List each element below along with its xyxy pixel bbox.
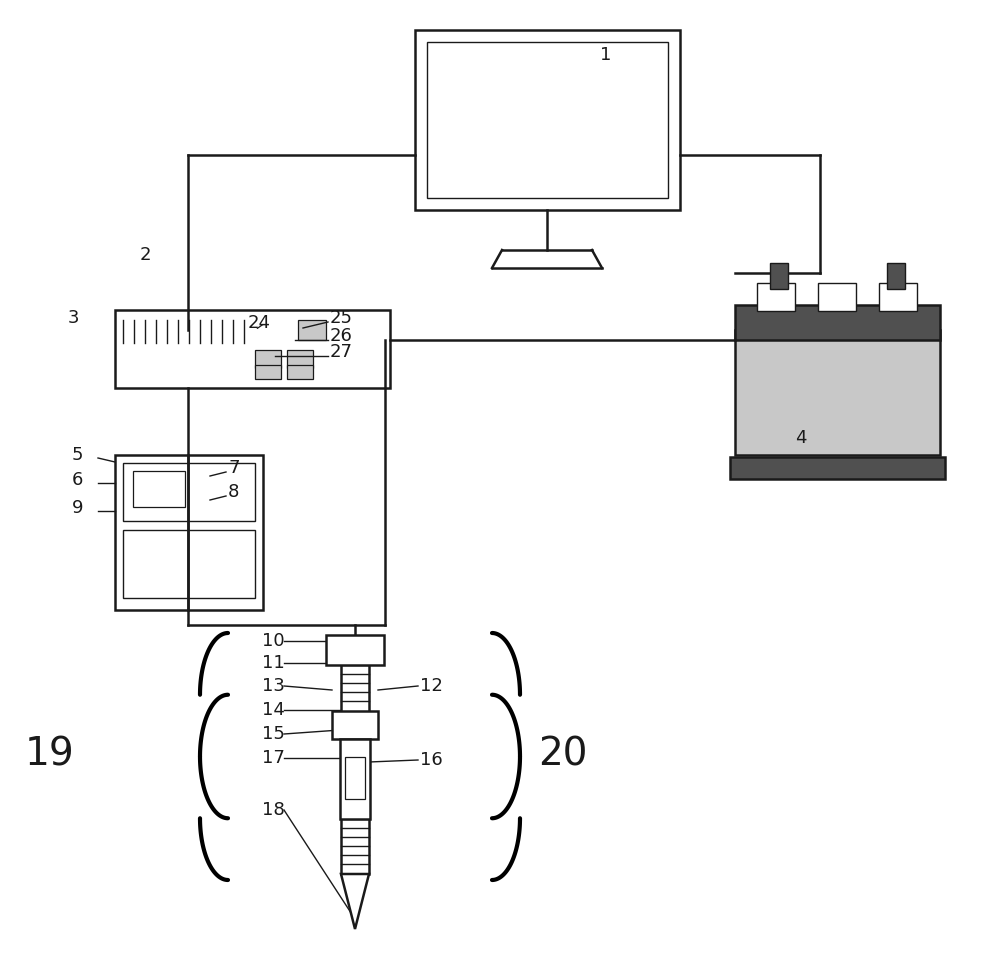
Bar: [255, 350, 281, 368]
Bar: [115, 455, 263, 610]
Text: 27: 27: [330, 343, 353, 361]
Bar: [255, 365, 281, 379]
Text: 5: 5: [72, 446, 84, 464]
Bar: [287, 350, 313, 368]
Bar: [332, 711, 378, 739]
Bar: [735, 330, 940, 455]
Text: 7: 7: [228, 459, 240, 477]
Text: 8: 8: [228, 483, 239, 501]
Text: 13: 13: [262, 677, 285, 695]
Bar: [730, 457, 945, 479]
Text: 25: 25: [330, 309, 353, 327]
Bar: [879, 283, 917, 311]
Text: 4: 4: [795, 429, 806, 447]
Bar: [427, 42, 668, 198]
Text: 16: 16: [420, 751, 443, 769]
Bar: [415, 30, 680, 210]
Bar: [340, 739, 370, 819]
Text: 15: 15: [262, 725, 285, 743]
Bar: [770, 263, 788, 289]
Text: 24: 24: [248, 314, 271, 332]
Polygon shape: [341, 874, 369, 929]
Text: 10: 10: [262, 632, 285, 650]
Bar: [735, 305, 940, 340]
Bar: [133, 471, 185, 507]
Bar: [123, 463, 255, 521]
Text: 20: 20: [538, 736, 588, 774]
Bar: [123, 530, 255, 598]
Bar: [287, 365, 313, 379]
Bar: [887, 263, 905, 289]
Text: 12: 12: [420, 677, 443, 695]
Text: 3: 3: [68, 309, 80, 327]
Bar: [115, 310, 390, 388]
Bar: [345, 757, 365, 799]
Text: 9: 9: [72, 499, 84, 517]
Text: 18: 18: [262, 801, 285, 819]
Text: 17: 17: [262, 749, 285, 767]
Bar: [818, 283, 856, 311]
Bar: [298, 320, 326, 340]
Bar: [326, 635, 384, 665]
Text: 14: 14: [262, 701, 285, 719]
Text: 2: 2: [140, 246, 152, 264]
Text: 19: 19: [25, 736, 75, 774]
Text: 11: 11: [262, 654, 285, 672]
Text: 6: 6: [72, 471, 83, 489]
Text: 1: 1: [600, 46, 611, 64]
Bar: [757, 283, 795, 311]
Text: 26: 26: [330, 327, 353, 345]
